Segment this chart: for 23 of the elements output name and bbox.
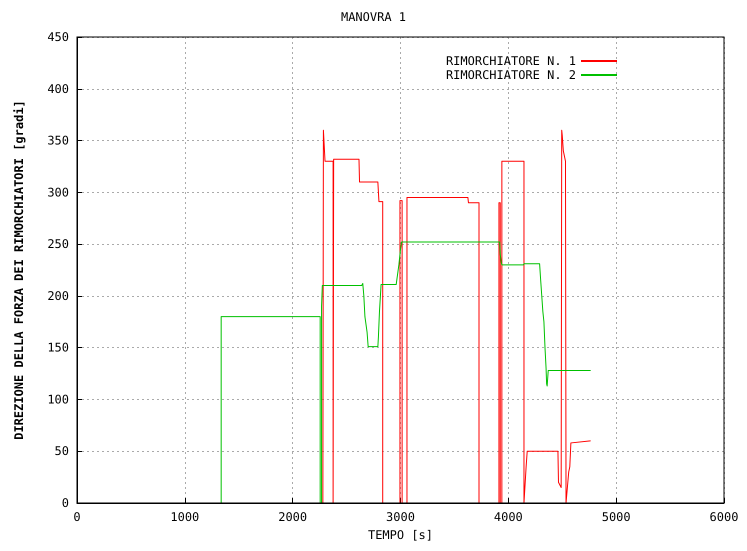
x-tick-label: 2000 [278,510,308,524]
y-tick-label: 200 [47,288,69,303]
y-tick-label: 450 [47,30,69,44]
x-tick-label: 6000 [710,510,738,524]
y-tick-label: 350 [47,134,69,148]
x-tick-label: 4000 [494,510,523,524]
chart-title: MANOVRA 1 [340,10,406,24]
y-tick-label: 50 [54,444,69,458]
y-tick-label: 400 [47,82,69,96]
legend-label: RIMORCHIATORE N. 2 [446,68,576,82]
x-tick-label: 1000 [170,510,200,524]
y-tick-label: 150 [47,340,69,355]
x-tick-label: 0 [73,510,81,524]
legend-label: RIMORCHIATORE N. 1 [446,54,576,68]
x-tick-label: 5000 [602,510,631,524]
x-tick-label: 3000 [386,510,415,524]
y-tick-label: 300 [47,185,69,200]
x-axis-title: TEMPO [s] [368,528,434,542]
y-tick-label: 100 [47,392,69,406]
line-series [220,242,591,504]
y-axis-title: DIREZIONE DELLA FORZA DEI RIMORCHIATORI [gradi] [12,100,26,440]
y-tick-label: 0 [62,496,69,510]
y-tick-label: 250 [47,237,69,252]
